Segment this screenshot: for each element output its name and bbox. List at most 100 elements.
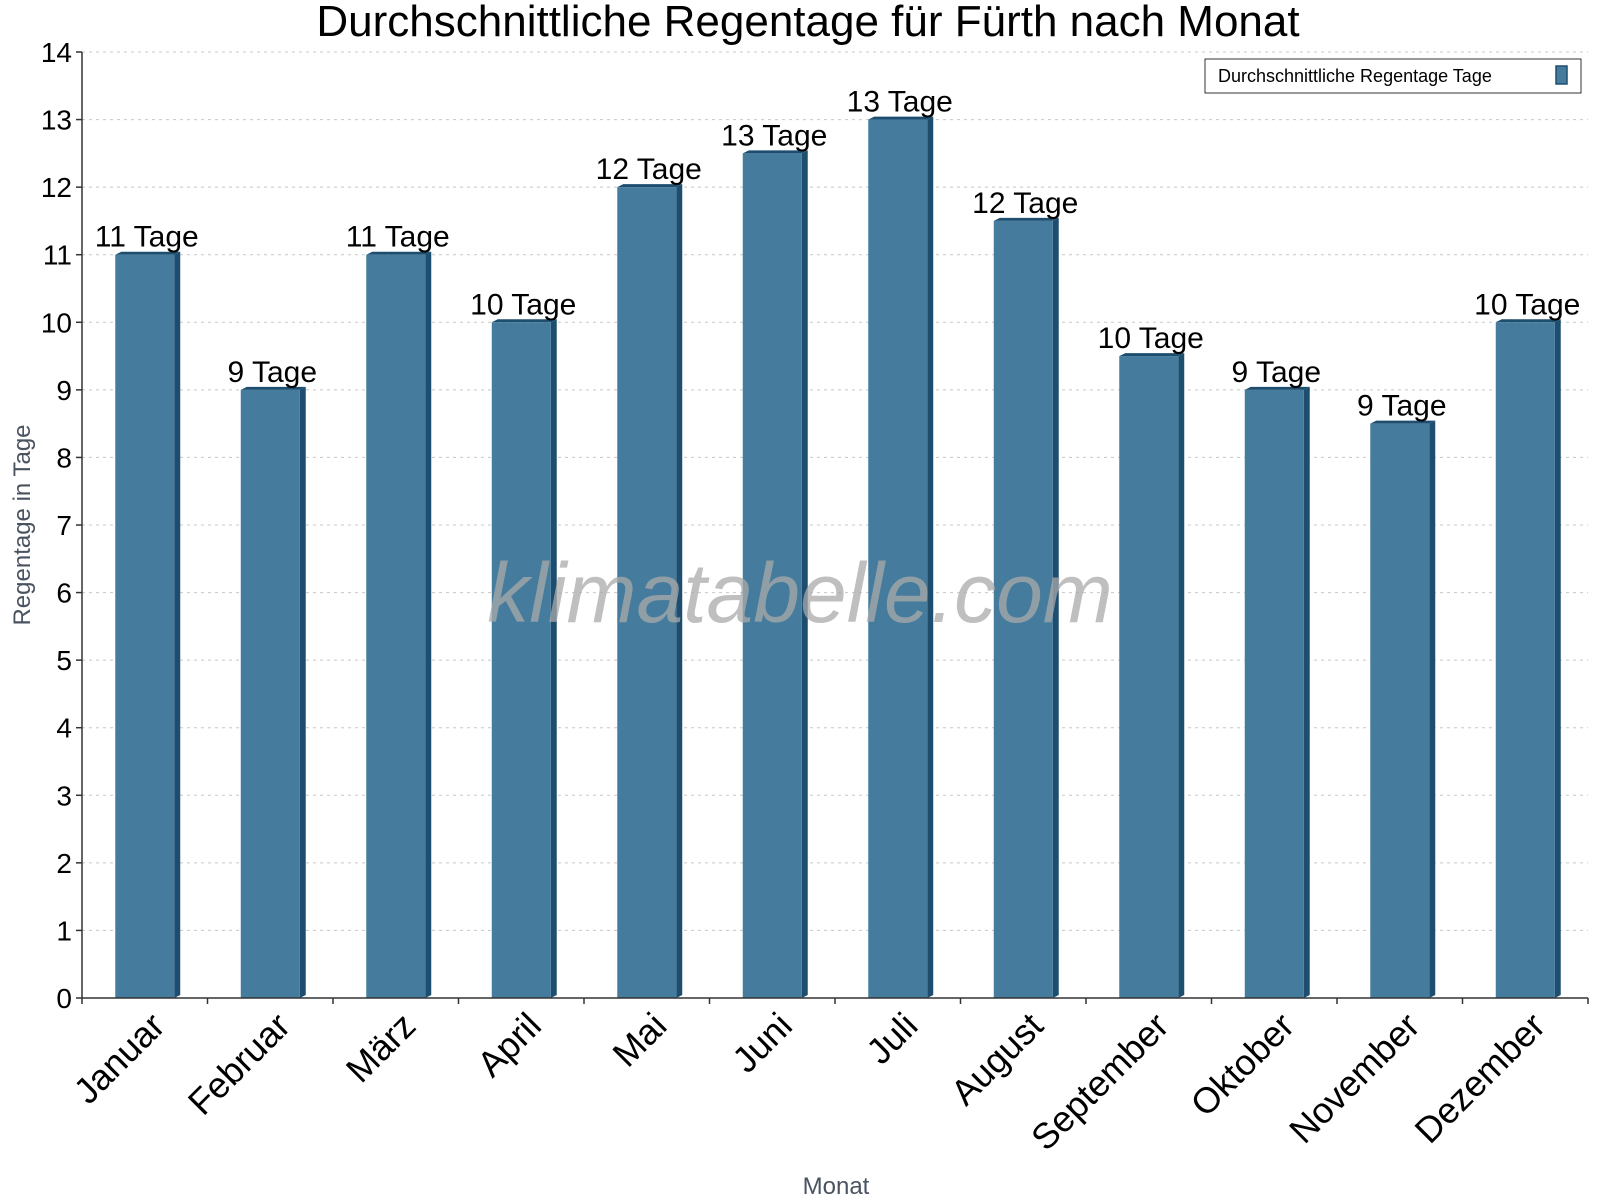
bar-side bbox=[174, 251, 181, 998]
x-axis-ticks: Januar Februar März April Mai Juni Juli AugustS… bbox=[66, 998, 1589, 1159]
bar-group: 10 Tage bbox=[1098, 322, 1204, 999]
chart-title: Durchschnittliche Regentage für Fürth na… bbox=[316, 0, 1299, 46]
x-tick-label: März bbox=[338, 1005, 424, 1091]
bar-top bbox=[491, 319, 557, 323]
bar-group: 13 Tage bbox=[721, 119, 827, 998]
bar-group: 9 Tage bbox=[1231, 356, 1321, 998]
y-tick-label: 3 bbox=[56, 780, 72, 811]
bar bbox=[1244, 389, 1304, 998]
bar-side bbox=[1554, 319, 1561, 998]
bar bbox=[115, 254, 175, 998]
y-tick-label: 4 bbox=[56, 713, 72, 744]
bar bbox=[868, 119, 928, 999]
data-label: 9 Tage bbox=[1231, 356, 1321, 389]
x-tick-label: Juli bbox=[858, 1005, 925, 1072]
y-tick-label: 0 bbox=[56, 983, 72, 1014]
bar-group: 12 Tage bbox=[972, 187, 1078, 998]
data-label: 13 Tage bbox=[847, 86, 953, 119]
x-axis-title: Monat bbox=[803, 1173, 870, 1200]
bar bbox=[742, 153, 802, 998]
y-tick-label: 14 bbox=[41, 37, 72, 68]
data-label: 11 Tage bbox=[346, 221, 450, 254]
data-label: 10 Tage bbox=[470, 288, 576, 321]
data-label: 12 Tage bbox=[596, 153, 702, 186]
bars: 11 Tage 9 Tage 11 Tage 10 Tage 12 Tage 13 Tag… bbox=[95, 86, 1580, 999]
x-tick-label: Juni bbox=[724, 1005, 800, 1081]
watermark: klimatabelle.com bbox=[487, 546, 1113, 640]
x-tick-label: Mai bbox=[604, 1005, 674, 1075]
bar-group: 9 Tage bbox=[227, 356, 317, 998]
bar-side bbox=[550, 319, 557, 998]
x-tick-label: Dezember bbox=[1406, 1005, 1552, 1151]
legend-box bbox=[1204, 58, 1582, 94]
x-tick-label: Januar bbox=[66, 1005, 173, 1112]
bar bbox=[240, 389, 300, 998]
y-tick-label: 7 bbox=[56, 510, 72, 541]
bar-top bbox=[742, 150, 808, 154]
data-label: 13 Tage bbox=[721, 119, 827, 152]
bar bbox=[1119, 356, 1179, 999]
bar-side bbox=[299, 386, 306, 998]
bar-group: 11 Tage bbox=[95, 221, 199, 998]
y-tick-label: 10 bbox=[41, 307, 72, 338]
bar-group: 11 Tage bbox=[346, 221, 450, 998]
bar-side bbox=[801, 150, 808, 998]
data-label: 10 Tage bbox=[1474, 288, 1580, 321]
y-tick-label: 2 bbox=[56, 848, 72, 879]
bar bbox=[1370, 423, 1430, 999]
legend-entry-label: Durchschnittliche Regentage Tage bbox=[1218, 66, 1492, 86]
bar-top bbox=[366, 251, 432, 255]
y-tick-label: 8 bbox=[56, 442, 72, 473]
bar-top bbox=[868, 116, 934, 120]
legend-swatch bbox=[1555, 65, 1568, 85]
y-axis-title: Regentage in Tage bbox=[9, 424, 36, 625]
bar-top bbox=[1119, 353, 1185, 357]
y-tick-label: 13 bbox=[41, 105, 72, 136]
bar-top bbox=[1495, 319, 1561, 323]
bar-group: 10 Tage bbox=[470, 288, 576, 998]
y-tick-label: 11 bbox=[43, 240, 72, 271]
y-tick-label: 6 bbox=[56, 578, 72, 609]
y-tick-label: 12 bbox=[41, 172, 72, 203]
y-tick-label: 9 bbox=[56, 375, 72, 406]
data-label: 9 Tage bbox=[227, 356, 317, 389]
bar bbox=[617, 187, 677, 999]
bar-top bbox=[993, 217, 1059, 221]
bar-top bbox=[240, 386, 306, 390]
x-tick-label: April bbox=[469, 1005, 549, 1085]
bar-top bbox=[115, 251, 181, 255]
bar-side bbox=[676, 184, 683, 999]
bar-side bbox=[425, 251, 432, 998]
bar bbox=[366, 254, 426, 998]
bar-side bbox=[1303, 386, 1310, 998]
y-tick-label: 5 bbox=[56, 645, 72, 676]
bar-side bbox=[1178, 353, 1185, 999]
data-label: 11 Tage bbox=[95, 221, 199, 254]
bar-side bbox=[927, 116, 934, 999]
grid-lines bbox=[82, 51, 1588, 931]
data-label: 12 Tage bbox=[972, 187, 1078, 220]
bar bbox=[491, 322, 551, 998]
bar-top bbox=[617, 184, 683, 188]
bar-group: 12 Tage bbox=[596, 153, 702, 999]
x-tick-label: Februar bbox=[180, 1005, 298, 1123]
bar-top bbox=[1244, 386, 1310, 390]
bar-group: 13 Tage bbox=[847, 86, 953, 999]
data-label: 9 Tage bbox=[1357, 390, 1447, 423]
x-tick-label: November bbox=[1281, 1005, 1427, 1151]
x-tick-label: Oktober bbox=[1182, 1005, 1302, 1125]
bar-side bbox=[1429, 420, 1436, 999]
data-label: 10 Tage bbox=[1098, 322, 1204, 355]
legend: Durchschnittliche Regentage Tage bbox=[1204, 58, 1582, 94]
y-tick-label: 1 bbox=[56, 915, 72, 946]
x-tick-label: September bbox=[1023, 1005, 1177, 1159]
bar-group: 9 Tage bbox=[1357, 390, 1447, 999]
bar bbox=[1495, 322, 1555, 998]
x-tick-label: August bbox=[943, 1005, 1051, 1113]
bar bbox=[993, 220, 1053, 998]
bar-top bbox=[1370, 420, 1436, 424]
bar-side bbox=[1052, 217, 1059, 998]
bar-group: 10 Tage bbox=[1474, 288, 1580, 998]
